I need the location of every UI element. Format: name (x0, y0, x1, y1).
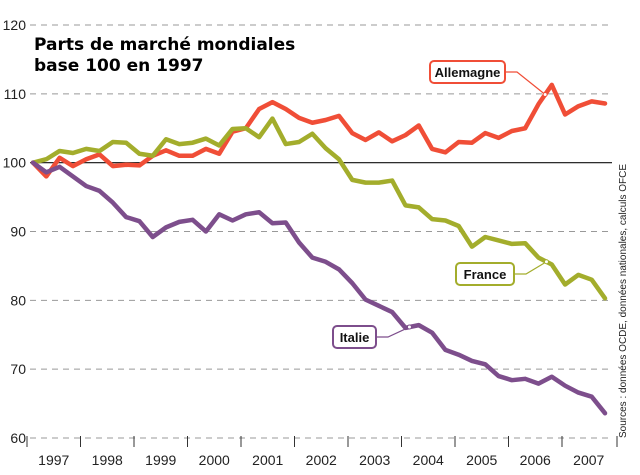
chart-title: Parts de marché mondiales (34, 35, 295, 55)
chart-subtitle: base 100 en 1997 (34, 56, 203, 76)
y-tick-label: 80 (10, 292, 26, 308)
series-label-box (429, 60, 506, 84)
series-label-box (455, 262, 515, 286)
x-tick-label: 2001 (252, 452, 283, 468)
x-tick-label: 2000 (199, 452, 230, 468)
callout-leader (514, 261, 547, 275)
callout-anchor (406, 324, 412, 330)
x-tick-label: 2002 (306, 452, 337, 468)
x-tick-label: 2003 (359, 452, 390, 468)
series-label-france: France (464, 267, 507, 282)
x-tick-label: 1998 (92, 452, 123, 468)
x-tick-label: 2007 (573, 452, 604, 468)
callout-anchor (542, 92, 548, 98)
x-tick-label: 2005 (466, 452, 497, 468)
x-tick-label: 1999 (145, 452, 176, 468)
callout-leader (505, 71, 546, 95)
x-tick-label: 2004 (413, 452, 444, 468)
series-line-france (30, 116, 608, 301)
series-label-allemagne: Allemagne (435, 65, 501, 80)
y-tick-label: 100 (3, 155, 27, 171)
source-note: Sources : données OCDE, données national… (618, 164, 629, 438)
callout-anchor (543, 259, 549, 265)
y-tick-label: 70 (10, 361, 26, 377)
y-tick-label: 120 (3, 17, 27, 33)
callout-leader (376, 326, 410, 338)
y-tick-label: 110 (4, 86, 27, 102)
y-tick-label: 90 (10, 224, 26, 240)
series-label-box (332, 325, 377, 349)
series-line-allemagne (30, 82, 608, 179)
series-line-italie (30, 160, 608, 416)
x-tick-label: 2006 (520, 452, 551, 468)
series-label-italie: Italie (340, 330, 370, 345)
x-tick-label: 1997 (38, 452, 69, 468)
y-tick-label: 60 (10, 430, 26, 446)
